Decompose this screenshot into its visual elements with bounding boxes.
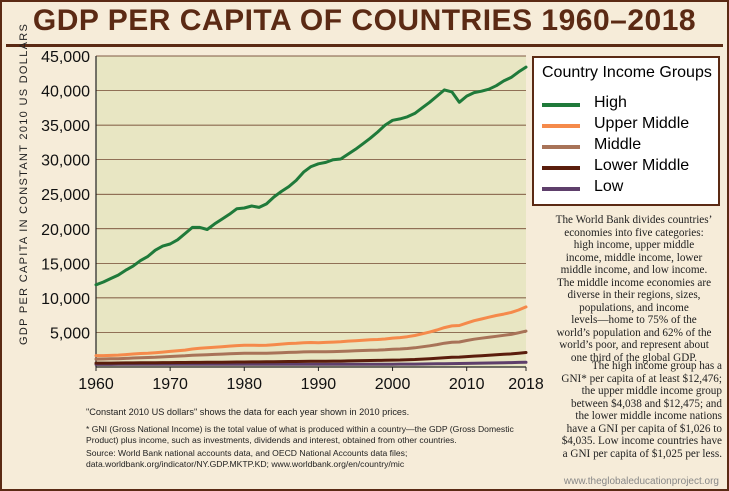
title-divider xyxy=(6,44,723,47)
legend-label-lower-middle: Lower Middle xyxy=(594,157,690,174)
side-text-line: a GNI per capita of $1,025 per less. xyxy=(562,447,722,460)
side-text-line: world’s poor, and represent about xyxy=(559,339,709,351)
gni-thresholds-description: The high income group has a GNI* per cap… xyxy=(526,360,722,460)
legend-swatch-high xyxy=(542,103,580,107)
side-text-line: The high income group has a xyxy=(591,360,722,372)
x-tick-label: 1980 xyxy=(226,376,262,393)
y-tick-label: 20,000 xyxy=(41,222,90,239)
series-line-high xyxy=(94,65,528,287)
side-text-line: income, middle income, lower xyxy=(565,251,703,264)
legend-label-high: High xyxy=(594,94,627,111)
legend-label-middle: Middle xyxy=(594,136,642,153)
y-tick-label: 25,000 xyxy=(41,187,90,204)
legend-swatch-low xyxy=(542,187,580,191)
side-text-line: middle income, and low income. xyxy=(560,264,708,276)
legend-swatch-lower-middle xyxy=(542,166,580,170)
x-tick-label: 1970 xyxy=(152,376,188,393)
y-tick-label: 40,000 xyxy=(41,84,90,101)
legend: Country Income Groups High Upper Middle … xyxy=(532,56,720,206)
source-line: Source: World Bank national accounts dat… xyxy=(86,448,408,458)
legend-label-upper-middle: Upper Middle xyxy=(594,115,690,132)
source-line: data.worldbank.org/indicator/NY.GDP.MKTP… xyxy=(86,458,405,469)
y-tick-label: 5,000 xyxy=(50,325,90,342)
y-tick-label: 35,000 xyxy=(41,118,90,135)
series-line-upper-middle xyxy=(94,305,528,358)
legend-title: Country Income Groups xyxy=(542,64,712,81)
side-text-line: one third of the global GDP. xyxy=(570,351,698,364)
side-text-line: between $4,038 and $12,475; and xyxy=(571,397,722,410)
side-text-line: the upper middle income group xyxy=(581,385,722,397)
side-text-line: the lower middle income nations xyxy=(575,410,722,422)
side-text-line: levels—home to 75% of the xyxy=(571,314,697,326)
y-axis-label: GDP PER CAPITA IN CONSTANT 2010 US DOLLA… xyxy=(18,22,30,345)
side-text-line: economies into five categories: xyxy=(564,226,704,239)
side-text-line: world’s population and 62% of the xyxy=(556,326,712,339)
x-tick-label: 1990 xyxy=(301,376,337,393)
y-tick-label: 15,000 xyxy=(41,256,90,273)
legend-swatch-middle xyxy=(542,145,580,149)
gni-footnote-line: Product) plus income, such as investment… xyxy=(86,434,457,445)
x-tick-label: 2000 xyxy=(375,376,411,393)
constant-dollars-note: "Constant 2010 US dollars" shows the dat… xyxy=(86,407,410,417)
y-tick-label: 30,000 xyxy=(41,153,90,170)
gni-footnote-line: * GNI (Gross National Income) is the tot… xyxy=(86,424,514,434)
page-title: GDP PER CAPITA OF COUNTRIES 1960–2018 xyxy=(32,4,697,37)
y-tick-label: 10,000 xyxy=(41,291,90,308)
x-tick-label: 2010 xyxy=(449,376,485,393)
plot-area xyxy=(96,56,526,367)
side-text-line: $4,035. Low income countries have xyxy=(561,435,722,447)
side-text-line: GNI* per capita of at least $12,476; xyxy=(561,372,722,385)
side-text-line: high income, upper middle xyxy=(573,239,695,251)
side-text-line: have a GNI per capita of $1,026 to xyxy=(566,422,722,435)
side-text-line: diverse in their regions, sizes, xyxy=(567,289,701,301)
series-line-middle xyxy=(94,329,528,361)
x-tick-label: 2018 xyxy=(508,376,544,393)
series-line-lower-middle xyxy=(94,351,528,365)
income-groups-description: The World Bank divides countries’ econom… xyxy=(546,214,722,364)
legend-label-low: Low xyxy=(594,178,624,195)
side-text-line: The middle income economies are xyxy=(556,276,712,289)
side-text-line: The World Bank divides countries’ xyxy=(555,214,713,226)
source-note: Source: World Bank national accounts dat… xyxy=(86,448,407,469)
gni-footnote: * GNI (Gross National Income) is the tot… xyxy=(86,424,514,445)
footer-url: www.theglobaleducationproject.org xyxy=(563,476,719,487)
side-text-line: populations, and income xyxy=(579,301,689,314)
legend-swatch-upper-middle xyxy=(542,124,580,128)
series-line-low xyxy=(94,360,528,366)
y-tick-label: 45,000 xyxy=(41,49,90,66)
x-tick-label: 1960 xyxy=(78,376,114,393)
